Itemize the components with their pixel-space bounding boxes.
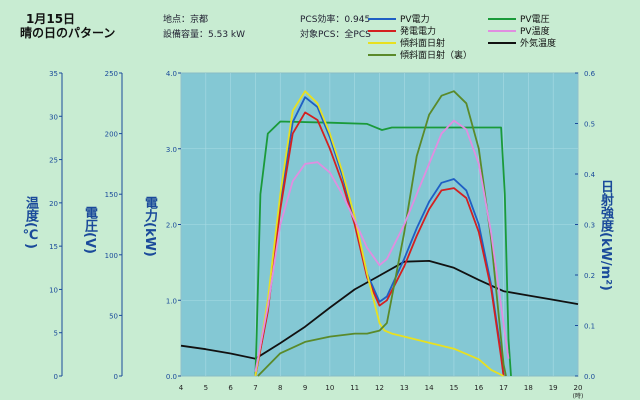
x-tick-label: 19 xyxy=(549,384,558,392)
volt-axis-title: 電圧(V) xyxy=(82,206,97,254)
legend-swatch xyxy=(368,30,396,32)
series-line xyxy=(254,96,505,377)
x-tick-label: 8 xyxy=(278,384,282,392)
temp-tick-label: 10 xyxy=(49,286,58,294)
power-tick-label: 2.0 xyxy=(166,222,177,230)
irr-tick-label: 0.2 xyxy=(584,272,595,280)
irr-tick-label: 0.1 xyxy=(584,323,595,331)
legend-label: 外気温度 xyxy=(520,39,557,49)
chart-pattern-title: 晴の日のパターン xyxy=(20,26,116,40)
x-tick-label: 10 xyxy=(325,384,334,392)
temp-tick-label: 35 xyxy=(49,70,58,78)
volt-tick-label: 50 xyxy=(109,312,118,320)
legend-label: 傾斜面日射（裏） xyxy=(400,51,473,61)
x-tick-label: 20 xyxy=(574,384,583,392)
series-line xyxy=(254,119,510,372)
power-tick-label: 1.0 xyxy=(166,297,177,305)
x-tick-label: 16 xyxy=(474,384,483,392)
irradiance-axis-title: 日射強度(kW/m²) xyxy=(598,180,613,291)
x-tick-label: 13 xyxy=(400,384,409,392)
pcs-efficiency-label: PCS効率：0.945 xyxy=(300,15,371,25)
irr-tick-label: 0.3 xyxy=(584,222,595,230)
legend-label: PV温度 xyxy=(520,27,550,37)
x-axis-unit: (時) xyxy=(573,392,584,400)
legend-swatch xyxy=(368,18,396,20)
x-tick-label: 14 xyxy=(425,384,434,392)
temp-tick-label: 20 xyxy=(49,200,58,208)
volt-tick-label: 150 xyxy=(105,191,118,199)
irr-tick-label: 0.4 xyxy=(584,171,596,179)
legend-swatch xyxy=(488,18,516,20)
legend-label: 傾斜面日射 xyxy=(400,39,446,49)
volt-tick-label: 250 xyxy=(105,70,118,78)
temp-tick-label: 30 xyxy=(49,113,58,121)
volt-tick-label: 100 xyxy=(105,252,118,260)
x-tick-label: 4 xyxy=(179,384,184,392)
x-tick-label: 6 xyxy=(228,384,233,392)
legend-label: PV電圧 xyxy=(520,15,550,25)
irr-tick-label: 0.0 xyxy=(584,373,595,381)
x-tick-label: 9 xyxy=(303,384,307,392)
power-tick-label: 0.0 xyxy=(166,373,177,381)
target-pcs-label: 対象PCS：全PCS xyxy=(300,30,371,40)
x-tick-label: 18 xyxy=(524,384,533,392)
x-tick-label: 12 xyxy=(375,384,384,392)
legend-label: 発電電力 xyxy=(400,27,437,37)
legend-label: PV電力 xyxy=(400,15,430,25)
legend-swatch xyxy=(368,42,396,44)
volt-tick-label: 200 xyxy=(105,131,118,139)
series-line xyxy=(254,120,512,377)
series-line xyxy=(254,90,504,377)
irr-tick-label: 0.6 xyxy=(584,70,596,78)
temp-tick-label: 15 xyxy=(49,243,58,251)
capacity-label: 設備容量：5.53 kW xyxy=(163,30,246,40)
irr-tick-label: 0.5 xyxy=(584,121,595,129)
power-tick-label: 3.0 xyxy=(166,146,177,154)
temp-axis-title: 温度(℃) xyxy=(23,196,38,249)
x-tick-label: 11 xyxy=(350,384,359,392)
series-line xyxy=(254,111,505,377)
legend-swatch xyxy=(488,30,516,32)
location-label: 地点：京都 xyxy=(163,15,209,25)
legend-swatch xyxy=(488,42,516,44)
temp-tick-label: 25 xyxy=(49,157,58,165)
power-tick-label: 4.0 xyxy=(166,70,177,78)
series-line xyxy=(180,259,579,360)
x-tick-label: 17 xyxy=(499,384,508,392)
series-line xyxy=(257,90,507,377)
temp-tick-label: 0 xyxy=(54,373,58,381)
x-tick-label: 15 xyxy=(449,384,458,392)
chart-date: 1月15日 xyxy=(26,12,76,26)
power-axis-title: 電力(kW) xyxy=(142,196,157,257)
volt-tick-label: 0 xyxy=(114,373,118,381)
temp-tick-label: 5 xyxy=(54,330,58,338)
legend-swatch xyxy=(368,54,396,56)
x-tick-label: 5 xyxy=(204,384,208,392)
x-tick-label: 7 xyxy=(253,384,257,392)
